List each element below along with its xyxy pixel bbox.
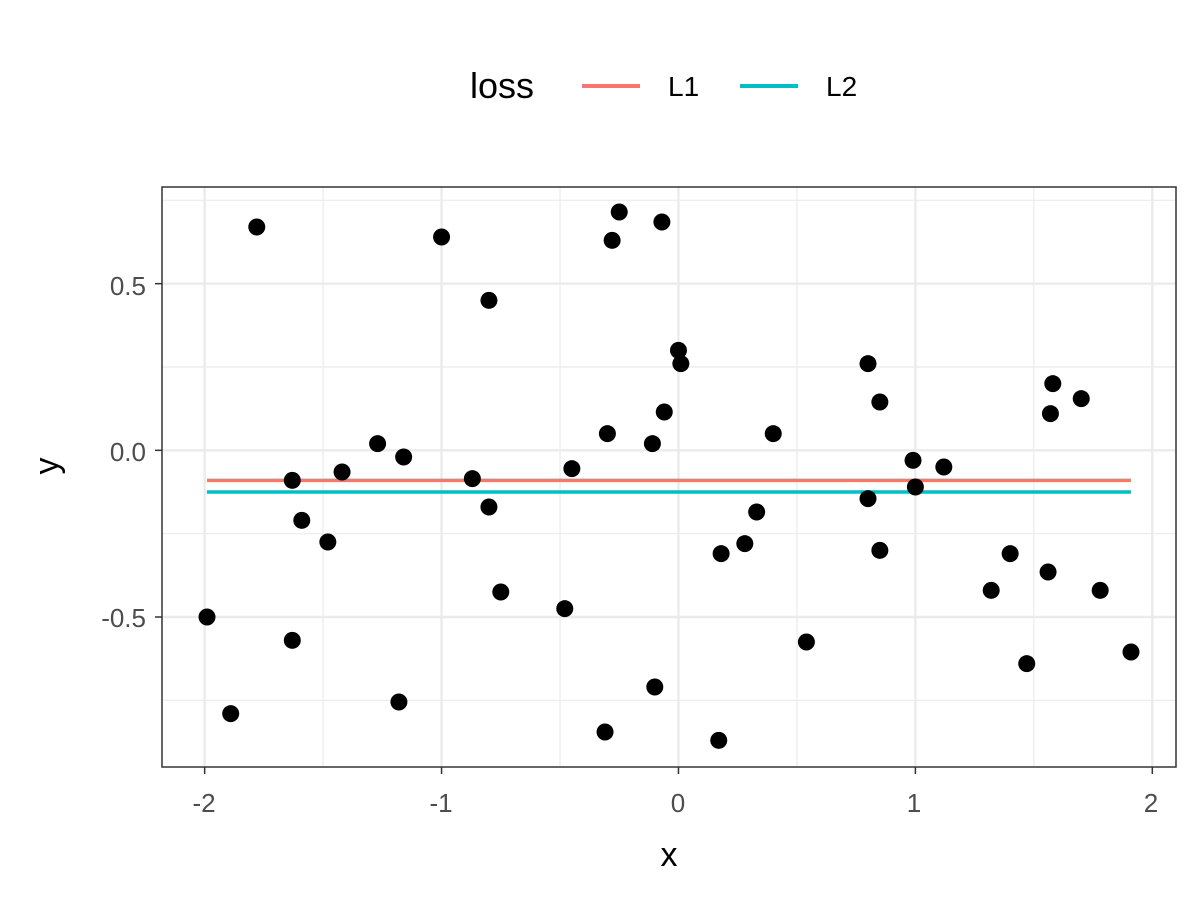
data-point xyxy=(596,723,614,741)
y-axis: -0.5 0.0 0.5 y xyxy=(28,271,162,633)
data-point xyxy=(935,458,953,476)
data-point xyxy=(1039,563,1057,581)
data-point xyxy=(480,498,498,516)
data-point xyxy=(669,341,687,359)
data-point xyxy=(433,228,451,246)
data-point xyxy=(198,608,216,626)
data-point xyxy=(222,705,240,723)
y-tick-label-neg0-5: -0.5 xyxy=(101,603,146,633)
y-tick-label-0-0: 0.0 xyxy=(110,437,146,467)
data-point xyxy=(319,533,337,551)
x-tick-label-1: 1 xyxy=(907,788,921,818)
data-point xyxy=(859,355,877,373)
data-point xyxy=(982,581,1000,599)
data-point xyxy=(653,213,671,231)
panel-border xyxy=(161,186,1177,768)
x-tick-label-neg1: -1 xyxy=(429,788,452,818)
data-point xyxy=(764,425,782,443)
data-point xyxy=(906,478,924,496)
data-point xyxy=(1018,655,1036,673)
data-point xyxy=(736,535,754,553)
data-point xyxy=(1091,581,1109,599)
data-point xyxy=(672,355,690,373)
y-tick-label-0-5: 0.5 xyxy=(110,271,146,301)
data-point xyxy=(904,451,922,469)
data-point xyxy=(463,470,481,488)
legend: loss L1 L2 xyxy=(470,65,857,106)
y-ticks xyxy=(155,282,162,618)
series-lines xyxy=(207,478,1131,494)
data-point xyxy=(283,471,301,489)
legend-label-l2: L2 xyxy=(826,71,857,102)
data-point xyxy=(480,291,498,309)
data-point xyxy=(369,435,387,453)
data-point xyxy=(710,731,728,749)
x-tick-label-neg2: -2 xyxy=(192,788,215,818)
minor-gridlines xyxy=(162,187,1176,767)
data-point xyxy=(283,631,301,649)
legend-label-l1: L1 xyxy=(668,71,699,102)
x-axis: -2 -1 0 1 2 x xyxy=(192,767,1158,874)
x-tick-label-0: 0 xyxy=(671,788,685,818)
data-point xyxy=(395,448,413,466)
data-point xyxy=(1072,390,1090,408)
data-points xyxy=(198,203,1140,749)
data-point xyxy=(1001,545,1019,563)
x-ticks xyxy=(203,767,1154,774)
legend-title: loss xyxy=(470,65,534,106)
data-point xyxy=(1044,375,1062,393)
data-point xyxy=(390,693,408,711)
data-point xyxy=(797,633,815,651)
data-point xyxy=(492,583,510,601)
data-point xyxy=(1122,643,1140,661)
data-point xyxy=(643,435,661,453)
data-point xyxy=(603,231,621,249)
data-point xyxy=(871,393,889,411)
data-point xyxy=(556,600,574,618)
data-point xyxy=(712,545,730,563)
data-point xyxy=(248,218,266,236)
data-point xyxy=(859,490,877,508)
data-point xyxy=(1041,405,1059,423)
x-tick-label-2: 2 xyxy=(1144,788,1158,818)
data-point xyxy=(646,678,664,696)
data-point xyxy=(598,425,616,443)
x-axis-title: x xyxy=(661,836,678,874)
y-axis-title: y xyxy=(28,458,66,475)
data-point xyxy=(563,460,581,478)
data-point xyxy=(610,203,628,221)
data-point xyxy=(333,463,351,481)
major-gridlines xyxy=(162,187,1176,767)
data-point xyxy=(748,503,766,521)
data-point xyxy=(293,511,311,529)
data-point xyxy=(871,541,889,559)
data-point xyxy=(655,403,673,421)
